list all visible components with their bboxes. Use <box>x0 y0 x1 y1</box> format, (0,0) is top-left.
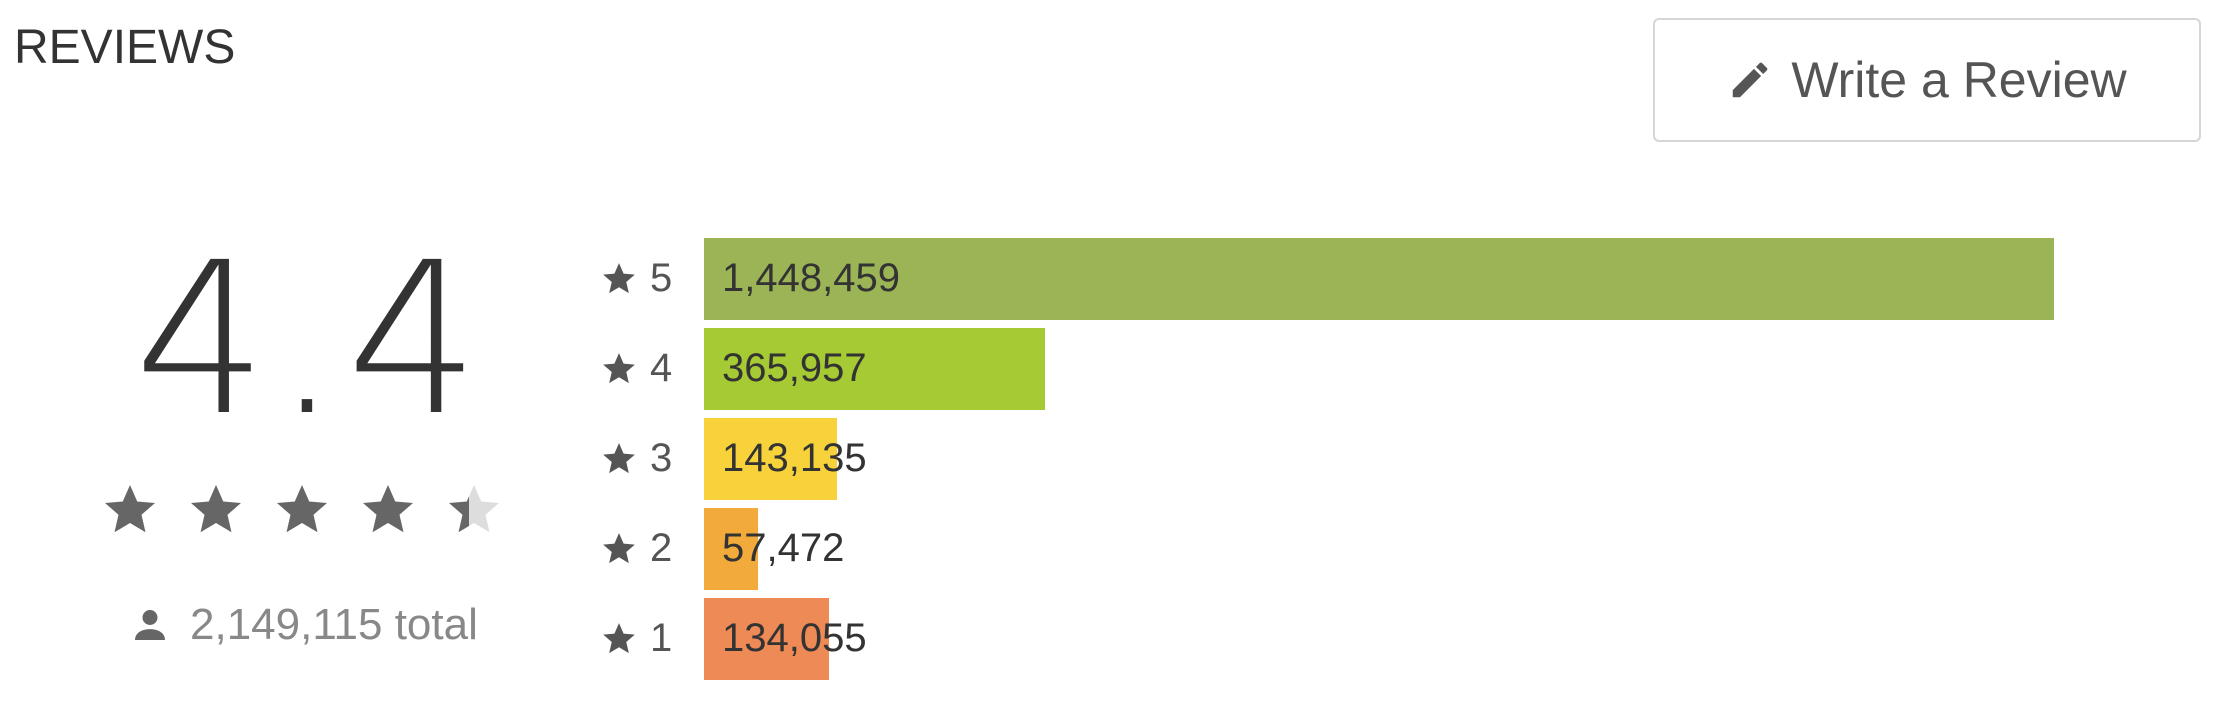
histogram-row-4: 4 365,957 <box>600 328 2060 410</box>
star-icon <box>603 533 635 564</box>
average-stars <box>100 480 504 540</box>
star-half-icon <box>449 485 499 533</box>
histogram-row-2: 2 57,472 <box>600 508 2060 590</box>
histogram-row-1: 1 134,055 <box>600 598 2060 680</box>
histogram-bar-3 <box>704 418 837 500</box>
star-icon <box>603 263 635 294</box>
star-level-label: 5 <box>650 256 673 300</box>
histogram-count-3: 143,135 <box>722 436 867 480</box>
star-filled-icon <box>105 485 155 533</box>
rating-histogram: 5 1,448,459 4 365,957 3 143,135 2 57,472 1 134,05… <box>600 238 2060 688</box>
star-filled-icon <box>363 485 413 533</box>
histogram-row-5: 5 1,448,459 <box>600 238 2060 320</box>
star-filled-icon <box>191 485 241 533</box>
write-review-button[interactable]: Write a Review <box>1653 18 2201 142</box>
star-level-label: 3 <box>650 436 673 480</box>
total-reviews-label: 2,149,115 total <box>190 600 478 649</box>
star-icon <box>603 443 635 474</box>
person-icon <box>135 610 165 640</box>
histogram-row-3: 3 143,135 <box>600 418 2060 500</box>
write-review-label: Write a Review <box>1791 52 2127 108</box>
rating-summary: 4.4 2,149,115 total <box>60 230 560 670</box>
histogram-bar-2 <box>704 508 758 590</box>
star-icon <box>603 353 635 384</box>
star-level-label: 1 <box>650 616 673 660</box>
histogram-bar-5 <box>704 238 2054 320</box>
histogram-count-1: 134,055 <box>722 616 867 660</box>
star-level-label: 4 <box>650 346 673 390</box>
pencil-icon <box>1733 62 1768 98</box>
total-reviews: 2,149,115 total <box>130 600 478 650</box>
histogram-count-2: 57,472 <box>722 526 845 570</box>
star-level-label: 2 <box>650 526 673 570</box>
average-score: 4.4 <box>134 217 486 462</box>
histogram-bar-1 <box>704 598 829 680</box>
star-icon <box>603 623 635 654</box>
section-title: REVIEWS <box>14 21 236 74</box>
star-filled-icon <box>277 485 327 533</box>
histogram-bar-4 <box>704 328 1045 410</box>
histogram-count-4: 365,957 <box>722 346 867 390</box>
histogram-count-5: 1,448,459 <box>722 256 900 300</box>
